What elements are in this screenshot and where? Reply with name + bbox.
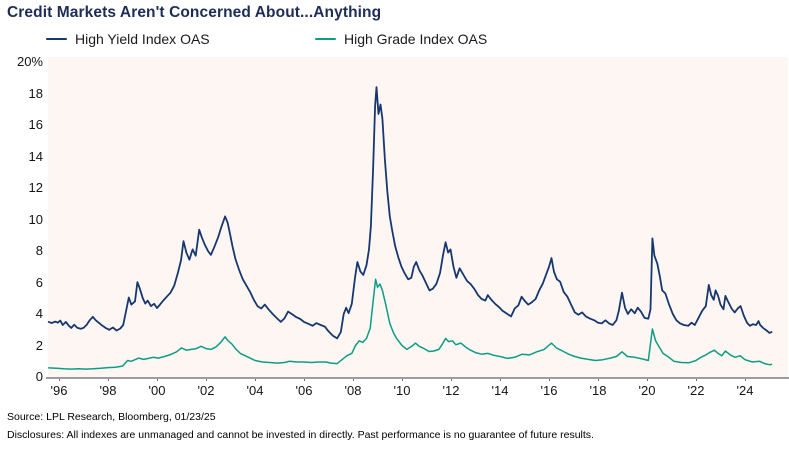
- y-axis-tick-label: 6: [35, 274, 43, 290]
- legend-item-high-grade: High Grade Index OAS: [315, 31, 487, 47]
- x-axis-tick-mark: [549, 377, 551, 381]
- footer: Source: LPL Research, Bloomberg, 01/23/2…: [7, 409, 594, 444]
- y-axis-tick-label: 14: [28, 148, 43, 164]
- high-yield-line-swatch-icon: [46, 37, 67, 41]
- x-axis-tick-label: '00: [148, 383, 166, 398]
- x-axis-tick-label: '24: [736, 383, 754, 398]
- x-axis-tick-label: '08: [344, 383, 362, 398]
- x-axis-tick-label: '14: [491, 383, 509, 398]
- x-axis-tick-mark: [255, 377, 257, 381]
- series-line-high-yield: [47, 86, 773, 340]
- x-axis-tick-label: '18: [589, 383, 607, 398]
- chart-title: Credit Markets Aren't Concerned About...…: [7, 4, 382, 21]
- x-axis-tick-mark: [647, 377, 649, 381]
- x-axis-tick-label: '06: [295, 383, 313, 398]
- y-axis-tick-label: 2: [35, 337, 43, 353]
- high-grade-line-swatch-icon: [315, 37, 336, 41]
- y-axis-tick-label: 10: [28, 211, 43, 227]
- line-chart: [47, 86, 773, 370]
- x-axis-tick-label: '20: [638, 383, 656, 398]
- x-axis-tick-mark: [745, 377, 747, 381]
- x-axis-tick-label: '22: [687, 383, 705, 398]
- y-axis-tick-label: 4: [35, 306, 43, 321]
- x-axis-tick-mark: [108, 377, 110, 381]
- x-axis-tick-mark: [402, 377, 404, 381]
- plot-area: [47, 57, 788, 377]
- x-axis-tick-mark: [304, 377, 306, 381]
- x-axis-line: [46, 377, 789, 379]
- x-axis-tick-mark: [696, 377, 698, 381]
- series-line-high-grade: [47, 278, 773, 370]
- x-axis-tick-label: '04: [246, 383, 264, 398]
- y-axis-tick-label: 8: [35, 243, 43, 258]
- x-axis-tick-mark: [500, 377, 502, 381]
- x-axis-tick-label: '12: [442, 383, 460, 398]
- x-axis-tick-label: '02: [197, 383, 215, 398]
- x-axis-tick-label: '16: [540, 383, 558, 398]
- x-axis-tick-label: '98: [99, 383, 117, 398]
- source-text: Source: LPL Research, Bloomberg, 01/23/2…: [7, 411, 216, 423]
- y-axis-tick-label: 20%: [16, 54, 43, 69]
- disclosures-text: Disclosures: All indexes are unmanaged a…: [7, 428, 594, 441]
- x-axis-tick-mark: [59, 377, 61, 381]
- x-axis-tick-label: '10: [393, 383, 411, 398]
- x-axis-tick-label: '96: [50, 383, 68, 398]
- x-axis-tick-mark: [206, 377, 208, 381]
- y-axis-tick-label: 0: [35, 369, 43, 384]
- y-axis-tick-label: 18: [28, 85, 43, 101]
- legend-label-high-grade: High Grade Index OAS: [344, 31, 488, 47]
- x-axis-tick-mark: [451, 377, 453, 381]
- legend: High Yield Index OAS High Grade Index OA…: [0, 31, 789, 49]
- legend-item-high-yield: High Yield Index OAS: [46, 31, 210, 47]
- y-axis-tick-label: 12: [28, 180, 43, 195]
- y-axis-tick-label: 16: [28, 117, 43, 132]
- x-axis-tick-mark: [353, 377, 355, 381]
- legend-label-high-yield: High Yield Index OAS: [75, 31, 210, 47]
- x-axis-tick-mark: [157, 377, 159, 381]
- x-axis-tick-mark: [598, 377, 600, 381]
